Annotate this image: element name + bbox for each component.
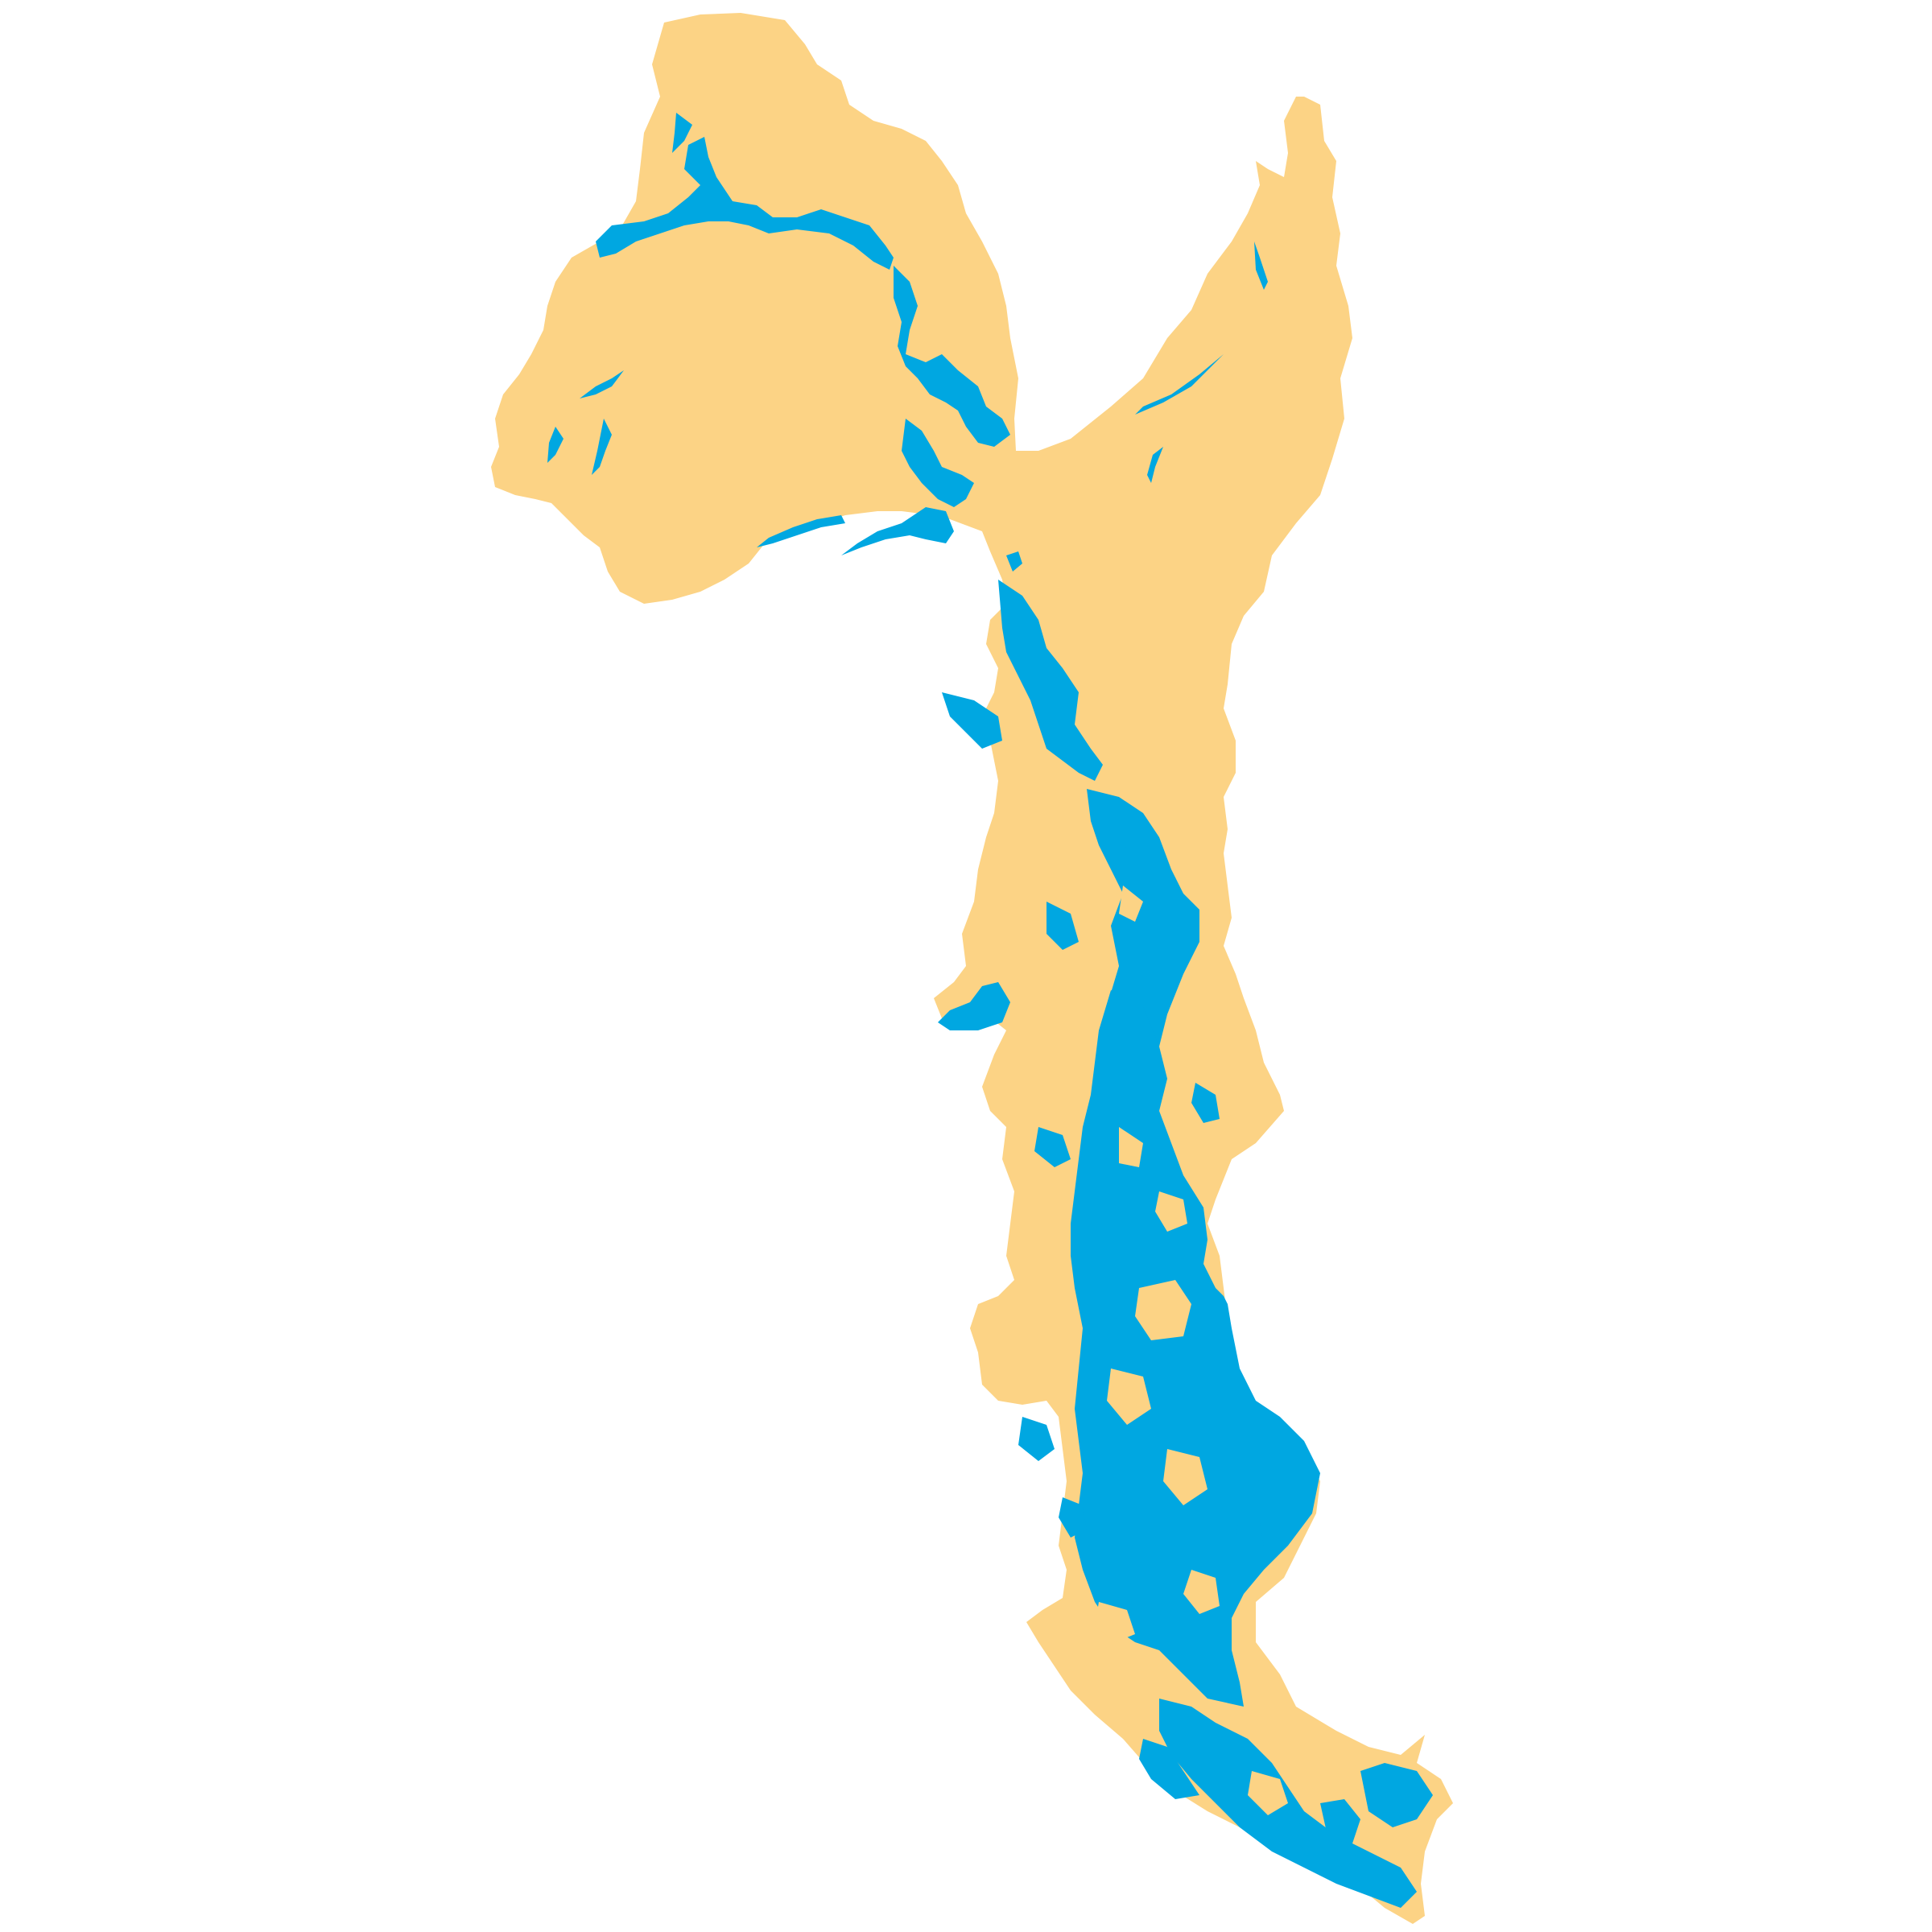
floodplain-island bbox=[1155, 1191, 1187, 1232]
water-north-channel-5 bbox=[757, 515, 845, 547]
water-side-marsh-8 bbox=[1191, 1083, 1220, 1123]
floodplain-island bbox=[1107, 1368, 1151, 1425]
inundation-water-layer bbox=[547, 113, 1433, 1908]
water-north-channel-8 bbox=[547, 427, 564, 463]
floodplain-islands-layer bbox=[1095, 886, 1288, 1815]
floodplain-island bbox=[1095, 1602, 1135, 1642]
water-east-arm-stream-2 bbox=[1135, 354, 1224, 415]
water-side-marsh-2 bbox=[1046, 902, 1079, 950]
water-north-channel-6 bbox=[580, 370, 624, 398]
water-lower-delta-2 bbox=[1139, 1739, 1199, 1799]
water-side-marsh-3 bbox=[1034, 1127, 1071, 1167]
water-north-channel-4 bbox=[841, 507, 954, 555]
water-side-marsh-5 bbox=[1059, 1497, 1087, 1538]
water-north-channel-9 bbox=[672, 113, 692, 153]
water-lower-delta-4 bbox=[1320, 1799, 1360, 1843]
water-north-channel-1 bbox=[596, 137, 894, 270]
floodplain-island bbox=[1248, 1771, 1288, 1815]
water-side-marsh-1 bbox=[942, 692, 1002, 749]
floodplain-island bbox=[1119, 1127, 1143, 1167]
floodplain-island bbox=[1183, 1570, 1220, 1614]
floodplain-island bbox=[1163, 1449, 1208, 1505]
water-floodplain-pool bbox=[1006, 551, 1022, 572]
water-east-arm-stream-3 bbox=[1147, 447, 1163, 483]
water-side-marsh-7 bbox=[1150, 869, 1183, 910]
water-lower-delta-3 bbox=[1360, 1763, 1433, 1827]
water-side-marsh-6 bbox=[1109, 837, 1143, 886]
water-north-channel-7 bbox=[592, 419, 612, 475]
floodplain-island bbox=[1135, 1280, 1191, 1340]
water-east-arm-stream-1 bbox=[1254, 242, 1268, 290]
water-floodplain-west-inlet bbox=[938, 982, 1010, 1030]
water-side-marsh-4 bbox=[1018, 1417, 1055, 1461]
water-north-channel-3 bbox=[902, 419, 974, 507]
floodplain-island bbox=[1119, 886, 1143, 922]
water-side-marsh-9 bbox=[1236, 1513, 1264, 1554]
water-north-channel-2 bbox=[894, 266, 1010, 447]
water-floodplain-upper bbox=[998, 580, 1103, 781]
